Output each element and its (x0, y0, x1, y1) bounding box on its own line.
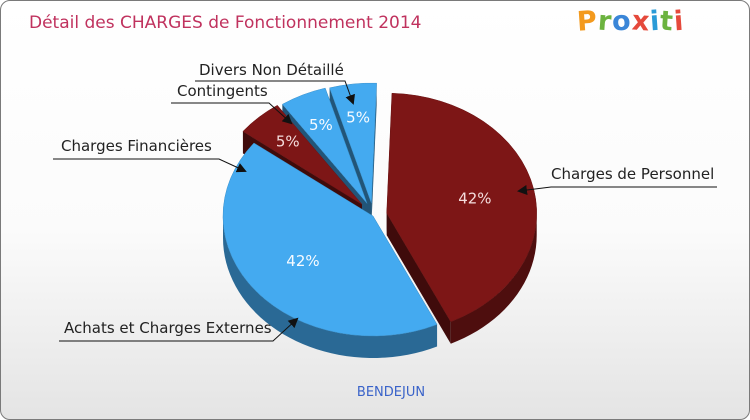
slice-category-label: Charges de Personnel (551, 165, 714, 183)
leader-line (195, 80, 355, 105)
pie-slice-side (223, 216, 438, 358)
pie-slice[interactable] (281, 87, 368, 204)
slice-category-label: Charges Financières (61, 137, 212, 155)
leader-line (171, 102, 293, 125)
slice-percent-label: 42% (286, 252, 319, 270)
slice-percent-label: 5% (309, 116, 333, 134)
pie-slice[interactable] (329, 82, 377, 204)
slice-category-label: Divers Non Détaillé (199, 61, 344, 79)
slice-category-label: Achats et Charges Externes (64, 319, 272, 337)
pie-slice[interactable] (242, 105, 363, 205)
pie-slice[interactable] (222, 142, 438, 337)
leader-line (59, 317, 299, 342)
pie-slice-side (386, 213, 451, 344)
pie-slice-side (450, 213, 537, 344)
slice-percent-label: 5% (276, 133, 300, 151)
commune-name: BENDEJUN (356, 385, 426, 400)
chart-title: Détail des CHARGES de Fonctionnement 201… (29, 13, 422, 33)
leader-line (517, 185, 717, 195)
slice-percent-label: 5% (346, 108, 370, 126)
leader-line (53, 158, 247, 173)
slice-percent-label: 42% (458, 190, 491, 208)
slice-category-label: Contingents (177, 82, 268, 100)
